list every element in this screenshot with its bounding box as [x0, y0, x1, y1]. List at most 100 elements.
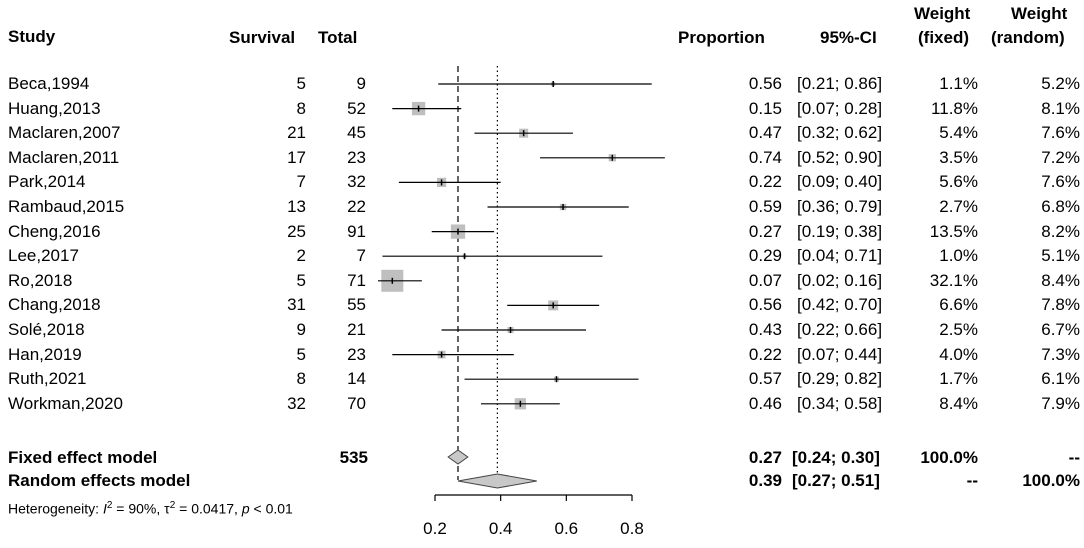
header-study: Study — [8, 27, 56, 46]
fixed-model-total: 535 — [339, 448, 368, 467]
study-proportion: 0.47 — [748, 123, 782, 142]
fixed-model-label: Fixed effect model — [8, 448, 158, 467]
study-ci: [0.42; 0.70] — [797, 295, 883, 314]
study-total: 91 — [347, 222, 366, 241]
study-weight-fixed: 2.5% — [939, 320, 978, 339]
study-ci: [0.22; 0.66] — [797, 320, 883, 339]
study-ci: [0.07; 0.44] — [797, 345, 883, 364]
study-weight-fixed: 1.7% — [939, 369, 978, 388]
study-total: 70 — [347, 394, 366, 413]
study-weight-random: 7.8% — [1041, 295, 1080, 314]
study-ci: [0.21; 0.86] — [797, 74, 883, 93]
study-survival: 8 — [296, 99, 306, 118]
study-total: 7 — [356, 246, 366, 265]
fixed-model-weight-fixed: 100.0% — [920, 448, 978, 467]
heterogeneity-i: I — [102, 500, 107, 517]
study-proportion: 0.29 — [748, 246, 782, 265]
study-ci: [0.36; 0.79] — [797, 197, 883, 216]
random-model-weight-random: 100.0% — [1022, 471, 1080, 490]
study-survival: 2 — [296, 246, 306, 265]
study-name: Han,2019 — [8, 345, 82, 364]
study-name: Workman,2020 — [8, 394, 123, 413]
study-proportion: 0.07 — [748, 271, 782, 290]
study-weight-random: 5.2% — [1041, 74, 1080, 93]
study-weight-fixed: 3.5% — [939, 148, 978, 167]
study-proportion: 0.22 — [748, 345, 782, 364]
study-total: 22 — [347, 197, 366, 216]
study-survival: 8 — [296, 369, 306, 388]
study-ci: [0.32; 0.62] — [797, 123, 883, 142]
study-weight-fixed: 1.0% — [939, 246, 978, 265]
study-survival: 25 — [287, 222, 306, 241]
study-survival: 7 — [296, 172, 306, 191]
study-weight-fixed: 32.1% — [929, 271, 978, 290]
study-weight-fixed: 5.4% — [939, 123, 978, 142]
fixed-model-proportion: 0.27 — [748, 448, 782, 467]
heterogeneity-i-sup: 2 — [106, 500, 113, 511]
study-ci: [0.52; 0.90] — [797, 148, 883, 167]
study-name: Solé,2018 — [8, 320, 85, 339]
study-proportion: 0.74 — [748, 148, 782, 167]
heterogeneity-i-value: = 90%, — [112, 500, 165, 517]
study-ci: [0.29; 0.82] — [797, 369, 883, 388]
study-total: 14 — [347, 369, 366, 388]
study-weight-random: 6.7% — [1041, 320, 1080, 339]
header-proportion: Proportion — [678, 28, 765, 47]
random-model-proportion: 0.39 — [748, 471, 782, 490]
study-survival: 21 — [287, 123, 306, 142]
heterogeneity-p-value: < 0.01 — [249, 500, 293, 517]
study-name: Maclaren,2011 — [8, 148, 120, 167]
study-ci: [0.04; 0.71] — [797, 246, 883, 265]
study-proportion: 0.59 — [748, 197, 782, 216]
heterogeneity-tau-sup: 2 — [169, 500, 176, 511]
study-ci: [0.09; 0.40] — [797, 172, 883, 191]
study-ci: [0.19; 0.38] — [797, 222, 883, 241]
study-weight-fixed: 1.1% — [939, 74, 978, 93]
study-proportion: 0.56 — [748, 295, 782, 314]
header-weight-fixed-bottom: (fixed) — [918, 28, 969, 47]
study-weight-fixed: 2.7% — [939, 197, 978, 216]
heterogeneity-p: p — [241, 500, 250, 517]
study-name: Rambaud,2015 — [8, 197, 125, 216]
header-survival: Survival — [229, 28, 296, 47]
random-model-ci: [0.27; 0.51] — [792, 471, 880, 490]
x-axis-tick-label: 0.8 — [620, 519, 644, 538]
study-total: 52 — [347, 99, 366, 118]
study-survival: 31 — [287, 295, 306, 314]
study-weight-random: 8.4% — [1041, 271, 1080, 290]
study-ci: [0.02; 0.16] — [797, 271, 883, 290]
study-name: Park,2014 — [8, 172, 86, 191]
fixed-model-weight-random: -- — [1068, 448, 1080, 467]
study-survival: 5 — [296, 271, 306, 290]
study-weight-random: 7.9% — [1041, 394, 1080, 413]
study-proportion: 0.57 — [748, 369, 782, 388]
random-model-weight-fixed: -- — [966, 471, 978, 490]
study-weight-random: 8.2% — [1041, 222, 1080, 241]
study-name: Cheng,2016 — [8, 222, 101, 241]
fixed-effect-diamond — [447, 449, 469, 465]
study-proportion: 0.15 — [748, 99, 782, 118]
study-weight-random: 7.2% — [1041, 148, 1080, 167]
heterogeneity-tau: τ — [164, 500, 170, 517]
study-total: 9 — [356, 74, 366, 93]
x-axis-tick-label: 0.6 — [555, 519, 579, 538]
study-name: Ruth,2021 — [8, 369, 87, 388]
study-weight-random: 6.1% — [1041, 369, 1080, 388]
random-model-label: Random effects model — [8, 471, 191, 490]
study-weight-fixed: 4.0% — [939, 345, 978, 364]
study-weight-random: 5.1% — [1041, 246, 1080, 265]
header-weight-random-top: Weight — [1011, 4, 1068, 23]
study-total: 21 — [347, 320, 366, 339]
study-name: Chang,2018 — [8, 295, 101, 314]
study-survival: 5 — [296, 345, 306, 364]
study-proportion: 0.22 — [748, 172, 782, 191]
study-weight-random: 6.8% — [1041, 197, 1080, 216]
heterogeneity-tau-value: = 0.0417, — [175, 500, 242, 517]
study-weight-random: 7.3% — [1041, 345, 1080, 364]
study-total: 23 — [347, 148, 366, 167]
header-total: Total — [318, 28, 358, 47]
study-weight-fixed: 8.4% — [939, 394, 978, 413]
heterogeneity-text: Heterogeneity: I2 = 90%, τ2 = 0.0417, p … — [8, 497, 293, 518]
study-name: Maclaren,2007 — [8, 123, 121, 142]
header-weight-fixed-top: Weight — [914, 4, 971, 23]
